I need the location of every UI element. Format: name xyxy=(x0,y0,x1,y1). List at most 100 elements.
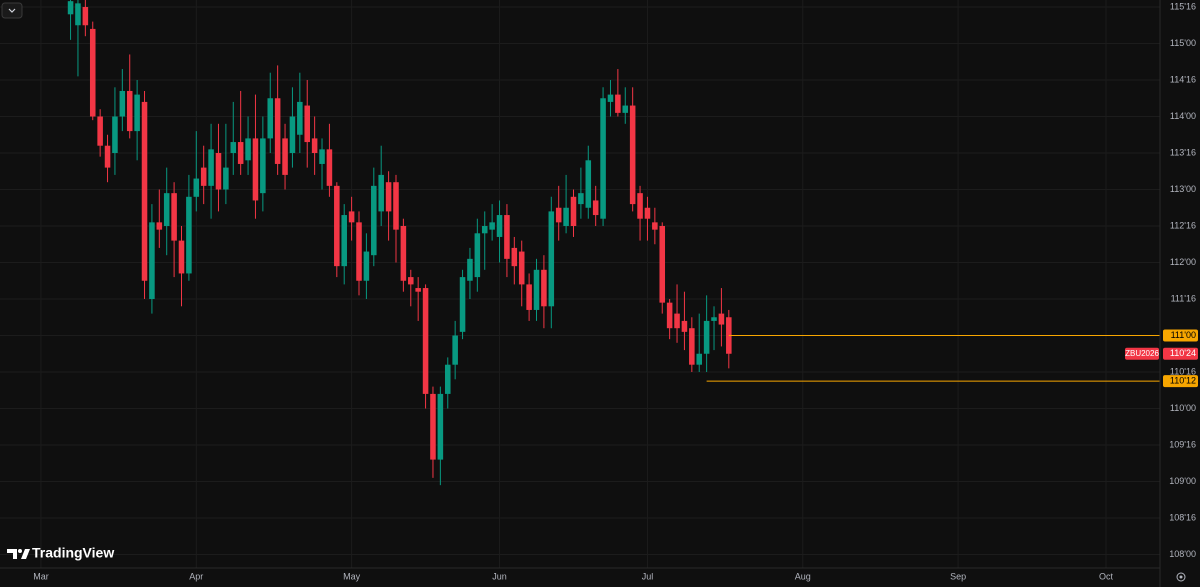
chevron-icon xyxy=(8,8,16,13)
symbol-label-box xyxy=(1125,347,1159,360)
x-tick-label: Jun xyxy=(492,571,507,581)
candle-body xyxy=(341,215,347,267)
candle-body xyxy=(408,277,414,285)
plot xyxy=(67,0,1160,486)
candle-body xyxy=(711,317,717,321)
y-tick-label: 111'16 xyxy=(1171,293,1196,303)
y-tick-label: 109'16 xyxy=(1169,439,1196,449)
candle-body xyxy=(319,149,325,164)
candle-body xyxy=(215,153,222,190)
candle-body xyxy=(274,98,281,164)
candle-body xyxy=(607,94,614,102)
candle-body xyxy=(245,138,251,161)
level-label-box xyxy=(1163,375,1198,388)
candle-body xyxy=(311,138,318,154)
y-tick-label: 113'16 xyxy=(1170,147,1196,157)
candle-body xyxy=(511,247,518,267)
candle-body xyxy=(97,116,103,146)
candle-body xyxy=(289,116,296,154)
x-tick-label: Jul xyxy=(642,571,654,581)
candle-body xyxy=(644,207,651,219)
candle-body xyxy=(578,193,584,205)
last-price-box xyxy=(1163,347,1198,360)
logo-mark xyxy=(7,549,17,559)
candle-body xyxy=(570,196,577,227)
candle-body xyxy=(563,207,569,227)
candle-body xyxy=(237,142,244,164)
candle-body xyxy=(363,251,370,281)
brand-logo: TradingView xyxy=(7,545,114,561)
candle-body xyxy=(481,226,488,234)
candle-body xyxy=(186,196,192,274)
x-tick-label: Apr xyxy=(189,571,203,581)
candle-body xyxy=(681,320,688,332)
candle-body xyxy=(689,328,695,365)
candle-body xyxy=(378,174,384,212)
candle-body xyxy=(356,222,362,281)
settings-icon-center xyxy=(1179,575,1183,579)
candle-body xyxy=(615,94,621,113)
candle-body xyxy=(629,105,636,205)
candle-body xyxy=(718,313,725,325)
candle-body xyxy=(674,313,680,329)
x-tick-label: Sep xyxy=(950,571,966,581)
y-tick-label: 110'00 xyxy=(1170,403,1196,413)
candle-body xyxy=(415,288,421,292)
level-label: 111'00 xyxy=(1171,330,1196,340)
grid xyxy=(0,0,1160,568)
candle-body xyxy=(533,269,540,310)
candle-body xyxy=(437,393,444,460)
y-tick-label: 115'00 xyxy=(1170,38,1196,48)
candle-body xyxy=(267,98,274,139)
y-tick-label: 112'16 xyxy=(1170,220,1196,230)
candle-body xyxy=(696,353,702,365)
candle-body xyxy=(156,222,163,230)
symbol-label: ZBU2026 xyxy=(1125,349,1159,358)
x-tick-label: May xyxy=(343,571,361,581)
candle-body xyxy=(474,233,481,278)
axes: 108'00 108'16 109'00 109'16 110'00 110'16 111'… xyxy=(33,1,1198,581)
candle-body xyxy=(75,3,81,26)
candle-body xyxy=(193,178,200,197)
settings-icon[interactable] xyxy=(1176,572,1186,582)
candle-body xyxy=(67,1,74,15)
level-label: 110'12 xyxy=(1170,375,1196,385)
y-tick-label: 115'16 xyxy=(1170,1,1196,11)
candle-body xyxy=(489,222,495,230)
candle-body xyxy=(385,182,392,212)
candle-body xyxy=(260,138,266,194)
candle-body xyxy=(163,193,170,227)
candle-body xyxy=(134,94,140,132)
y-tick-label: 112'00 xyxy=(1170,257,1196,267)
x-tick-label: Oct xyxy=(1099,571,1114,581)
candle-body xyxy=(334,185,340,267)
candle-body xyxy=(393,182,399,230)
candle-body xyxy=(459,277,466,332)
y-tick-label: 108'16 xyxy=(1169,512,1196,522)
candle-body xyxy=(652,222,658,230)
y-tick-label: 114'16 xyxy=(1170,74,1196,84)
y-tick-label: 114'00 xyxy=(1170,111,1196,121)
candle-body xyxy=(304,105,311,143)
logo-dot xyxy=(18,549,22,553)
candle-body xyxy=(230,142,237,154)
candle-body xyxy=(119,90,126,117)
candle-body xyxy=(496,215,503,237)
candle-body xyxy=(208,149,214,186)
y-tick-label: 110'16 xyxy=(1170,366,1196,376)
candle-body xyxy=(666,302,673,329)
candle-body xyxy=(348,211,355,223)
candle-body xyxy=(430,393,436,460)
candle-body xyxy=(282,138,288,175)
candle-body xyxy=(703,320,710,354)
candle-body xyxy=(371,185,377,256)
candle-body xyxy=(541,269,547,307)
y-tick-label: 108'00 xyxy=(1169,549,1196,559)
collapse-button[interactable] xyxy=(1,2,23,19)
logo-mark xyxy=(21,549,30,559)
candle-body xyxy=(223,167,229,190)
candle-body xyxy=(104,145,111,168)
